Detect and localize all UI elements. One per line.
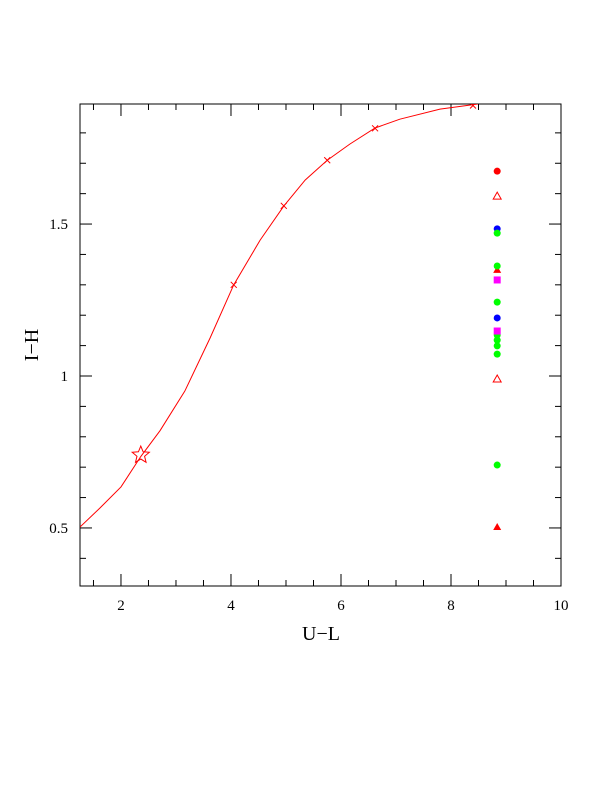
circle-marker bbox=[493, 350, 501, 358]
x-tick-label: 6 bbox=[337, 598, 345, 614]
circle-marker bbox=[493, 298, 501, 306]
star-marker bbox=[130, 444, 151, 464]
circle-marker bbox=[493, 461, 501, 469]
cross-marker bbox=[230, 281, 238, 289]
circle-marker bbox=[493, 336, 501, 344]
x-tick-label: 8 bbox=[447, 598, 455, 614]
x-tick-label: 4 bbox=[227, 598, 235, 614]
x-tick-label: 10 bbox=[554, 598, 569, 614]
y-axis-label: I−H bbox=[21, 329, 43, 361]
curve bbox=[80, 104, 479, 528]
plot-frame bbox=[79, 103, 562, 587]
open-triangle-marker bbox=[492, 191, 503, 200]
cross-marker bbox=[280, 202, 288, 210]
circle-marker bbox=[493, 262, 501, 270]
square-marker bbox=[493, 327, 501, 335]
cross-marker bbox=[323, 156, 331, 164]
x-tick-label: 2 bbox=[117, 598, 125, 614]
circle-marker bbox=[493, 229, 501, 237]
circle-marker bbox=[493, 167, 501, 175]
cross-marker bbox=[469, 104, 477, 109]
circle-marker bbox=[493, 314, 501, 322]
y-tick-label: 0.5 bbox=[49, 521, 68, 537]
circle-marker bbox=[493, 342, 501, 350]
plot-area bbox=[80, 104, 503, 531]
y-tick-label: 1 bbox=[61, 369, 69, 385]
square-marker bbox=[493, 276, 501, 284]
open-triangle-marker bbox=[492, 374, 503, 383]
triangle-marker bbox=[493, 523, 502, 531]
cross-marker bbox=[371, 124, 379, 132]
y-tick-label: 1.5 bbox=[49, 217, 68, 233]
x-axis-label: U−L bbox=[302, 623, 340, 645]
